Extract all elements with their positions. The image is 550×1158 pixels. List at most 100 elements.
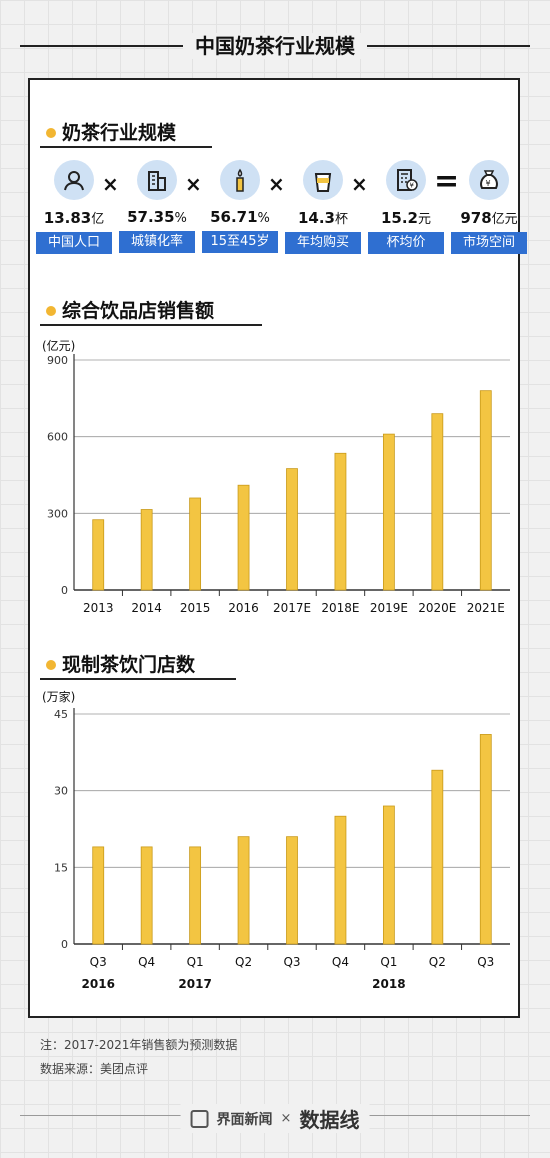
x-tick-label: Q1 [187,955,204,969]
y-tick-label: 600 [47,431,68,444]
bar [334,815,347,945]
x-tick-label: 2020E [418,601,456,615]
forecast-note: 注：2017-2021年销售额为预测数据 [40,1038,238,1052]
factor-value: 57.35% [119,208,195,226]
multiply-sign: × [268,172,285,196]
money-bag-icon: ¥ [469,160,509,200]
factor-unit: 亿元 [491,212,518,227]
y-tick-label: 0 [61,584,68,597]
x-tick-label: 2018E [321,601,359,615]
chart2-unit-label: (万家) [42,690,76,704]
candle-icon [220,160,260,200]
cup-icon [303,160,343,200]
factor-number: 14.3 [297,209,335,227]
stores-bar-chart: 0 15 30 45 Q3 Q4 Q1 Q2 Q3 Q4 Q1 Q2 Q3 2016 2017 2018 [54,708,510,991]
bar [286,468,298,591]
multiply-sign: × [351,172,368,196]
bullet-dot [46,660,56,670]
section-title-market: 奶茶行业规模 [40,122,212,148]
bar [479,734,492,945]
bar [92,519,105,591]
factor-unit: % [257,211,270,226]
svg-text:¥: ¥ [410,182,415,190]
x-tick-label: Q2 [235,955,252,969]
people-icon [54,160,94,200]
bar [140,846,153,945]
factor-1: 57.35% 城镇化率 [119,160,195,253]
factor-number: 57.35 [127,208,175,226]
factor-number: 15.2 [380,209,418,227]
y-tick-label: 15 [54,861,68,874]
x-tick-label: 2013 [83,601,114,615]
brand-bar: 界面新闻 × 数据线 [20,1104,530,1133]
y-tick-label: 300 [47,507,68,520]
data-source: 数据来源：美团点评 [40,1062,149,1076]
bullet-dot [46,128,56,138]
factor-value: 56.71% [202,208,278,226]
chart1-unit-label: (亿元) [42,339,76,353]
bar [382,805,395,945]
bar [237,836,250,945]
x-tick-label: Q4 [332,955,349,969]
x-tick-label: 2021E [467,601,505,615]
x-tick-label: 2017E [273,601,311,615]
factor-label: 杯均价 [368,232,444,254]
brand-separator: × [280,1111,292,1126]
year-group-label: 2016 [82,977,115,991]
factor-label: 市场空间 [451,232,527,254]
factor-unit: 元 [418,212,432,227]
bar [431,413,444,591]
factor-label: 年均购买 [285,232,361,254]
factor-unit: 亿 [91,212,105,227]
factor-4: ¥15.2元杯均价 [368,160,444,254]
bar [382,433,395,591]
section-title-market-text: 奶茶行业规模 [62,122,177,144]
factor-5: ¥978亿元市场空间 [451,160,527,254]
svg-text:¥: ¥ [486,179,491,188]
x-tick-label: Q4 [138,955,155,969]
factor-value: 13.83亿 [36,208,112,227]
x-tick-label: Q2 [429,955,446,969]
bar [92,846,105,945]
jiemian-name: 界面新闻 [216,1111,273,1128]
factor-unit: % [174,211,187,226]
factor-number: 56.71 [210,208,258,226]
jiemian-logo-icon [190,1109,209,1128]
factor-label: 城镇化率 [119,231,195,253]
bar [189,497,202,591]
factor-label: 15至45岁 [202,231,278,253]
bar [189,846,202,945]
y-tick-label: 900 [47,354,68,367]
factor-value: 15.2元 [368,208,444,227]
x-tick-label: 2019E [370,601,408,615]
factor-value: 14.3杯 [285,208,361,227]
bar [334,452,347,591]
x-tick-label: 2014 [131,601,162,615]
bar [286,836,298,945]
y-tick-label: 30 [54,785,68,798]
x-tick-label: Q3 [477,955,494,969]
equals-sign: = [434,164,460,199]
bar [237,484,250,591]
bar [140,509,153,591]
year-group-label: 2017 [178,977,211,991]
y-tick-label: 45 [54,708,68,721]
factor-unit: 杯 [335,212,349,227]
factor-2: 56.71% 15至45岁 [202,160,278,253]
x-tick-label: Q3 [90,955,107,969]
page-title: 中国奶茶行业规模 [183,33,367,59]
x-tick-label: Q3 [283,955,300,969]
factor-label: 中国人口 [36,232,112,254]
brand-logos: 界面新闻 × 数据线 [180,1104,370,1133]
factor-number: 13.83 [43,209,92,227]
year-group-label: 2018 [372,977,405,991]
calculator-icon: ¥ [386,160,426,200]
sales-bar-chart: 0 300 600 900 2013 2014 2015 2016 2017E 2018E 2019… [47,354,510,615]
factor-0: 13.83亿 中国人口 [36,160,112,254]
x-tick-label: Q1 [380,955,397,969]
x-tick-label: 2015 [180,601,211,615]
factor-value: 978亿元 [451,208,527,227]
datawire-logo: 数据线 [299,1108,360,1132]
multiply-sign: × [185,172,202,196]
section-title-sales-text: 综合饮品店销售额 [62,300,215,322]
